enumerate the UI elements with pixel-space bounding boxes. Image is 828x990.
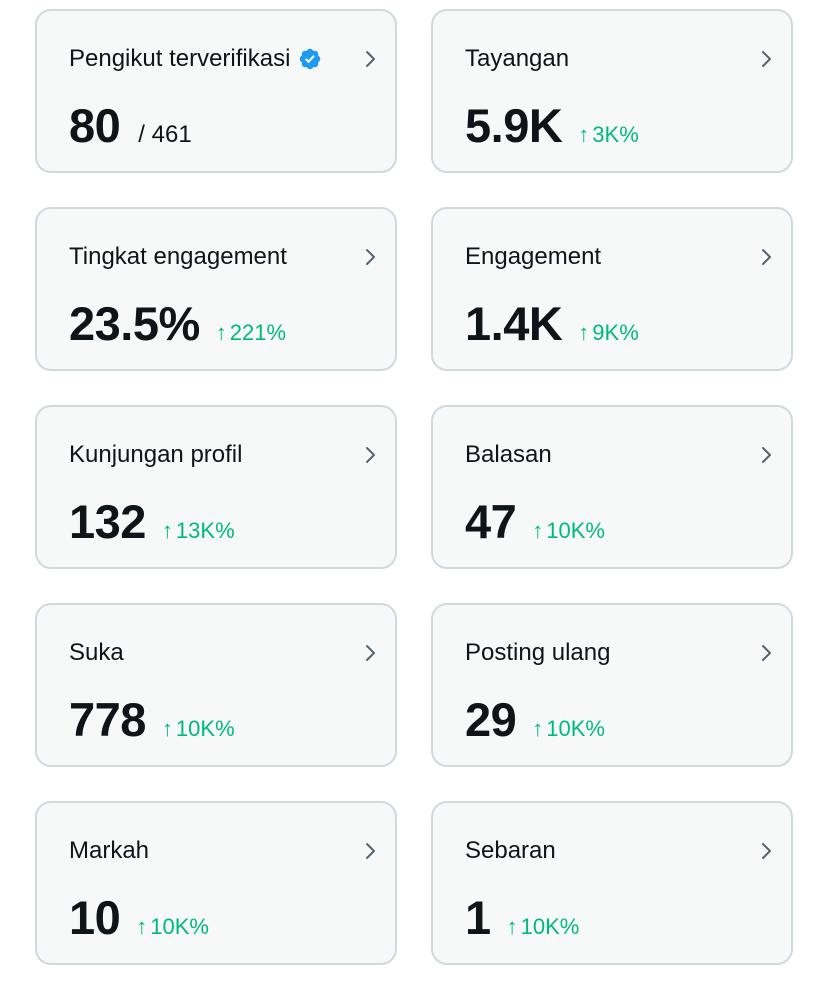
metric-value-row: 778 ↑ 10K% xyxy=(69,695,235,745)
metric-delta-value: 9K% xyxy=(592,320,639,345)
metric-label: Suka xyxy=(69,639,124,666)
arrow-up-icon: ↑ xyxy=(506,914,518,939)
chevron-right-icon xyxy=(366,447,375,463)
metrics-grid: Pengikut terverifikasi 80 / 461 Tayangan… xyxy=(35,9,793,965)
metric-delta: ↑ 13K% xyxy=(162,518,235,544)
arrow-up-icon: ↑ xyxy=(215,320,227,345)
metric-value: 80 xyxy=(69,99,121,152)
metric-value-row: 23.5% ↑ 221% xyxy=(69,299,286,349)
metric-value: 1.4K xyxy=(465,297,563,350)
metric-label: Pengikut terverifikasi xyxy=(69,45,291,72)
metric-label: Kunjungan profil xyxy=(69,441,243,468)
metric-label: Tingkat engagement xyxy=(69,243,287,270)
metric-card-likes[interactable]: Suka 778 ↑ 10K% xyxy=(35,603,397,767)
metric-value: 1 xyxy=(465,891,491,944)
metric-value: 10 xyxy=(69,891,121,944)
metric-label: Sebaran xyxy=(465,837,556,864)
metric-value-row: 80 / 461 xyxy=(69,101,192,151)
chevron-right-icon xyxy=(762,645,771,661)
verified-badge-icon xyxy=(300,48,321,70)
metric-value-row: 1 ↑ 10K% xyxy=(465,893,579,943)
metric-value-row: 29 ↑ 10K% xyxy=(465,695,605,745)
metric-value-row: 132 ↑ 13K% xyxy=(69,497,235,547)
chevron-right-icon xyxy=(366,249,375,265)
metric-card-reposts[interactable]: Posting ulang 29 ↑ 10K% xyxy=(431,603,793,767)
metric-delta-value: 10K% xyxy=(546,716,605,741)
metric-card-verified-followers[interactable]: Pengikut terverifikasi 80 / 461 xyxy=(35,9,397,173)
metric-label: Balasan xyxy=(465,441,552,468)
metric-delta-value: 10K% xyxy=(546,518,605,543)
metric-delta: ↑ 10K% xyxy=(162,716,235,742)
metric-delta: ↑ 10K% xyxy=(532,716,605,742)
chevron-right-icon xyxy=(762,51,771,67)
metric-delta: ↑ 10K% xyxy=(532,518,605,544)
metric-value-row: 5.9K ↑ 3K% xyxy=(465,101,639,151)
metric-label: Engagement xyxy=(465,243,602,270)
arrow-up-icon: ↑ xyxy=(161,716,173,741)
chevron-right-icon xyxy=(762,447,771,463)
arrow-up-icon: ↑ xyxy=(532,518,544,543)
metric-delta-value: 13K% xyxy=(175,518,235,543)
metric-label-container: Pengikut terverifikasi xyxy=(69,45,322,73)
metric-delta: ↑ 221% xyxy=(216,320,286,346)
chevron-right-icon xyxy=(762,843,771,859)
chevron-right-icon xyxy=(366,645,375,661)
metric-delta: ↑ 9K% xyxy=(578,320,638,346)
metric-label: Tayangan xyxy=(465,45,570,72)
metric-label: Markah xyxy=(69,837,150,864)
metric-delta-value: 10K% xyxy=(520,914,580,939)
arrow-up-icon: ↑ xyxy=(578,320,590,345)
metric-delta: ↑ 10K% xyxy=(507,914,580,940)
chevron-right-icon xyxy=(366,843,375,859)
metric-card-engagement[interactable]: Engagement 1.4K ↑ 9K% xyxy=(431,207,793,371)
arrow-up-icon: ↑ xyxy=(578,122,590,147)
metric-value-row: 10 ↑ 10K% xyxy=(69,893,209,943)
metric-value-row: 47 ↑ 10K% xyxy=(465,497,605,547)
metric-value: 23.5% xyxy=(69,297,200,350)
metric-total: / 461 xyxy=(138,121,192,148)
metric-value: 29 xyxy=(465,693,517,746)
arrow-up-icon: ↑ xyxy=(532,716,544,741)
metric-value: 778 xyxy=(69,693,146,746)
metric-card-engagement-rate[interactable]: Tingkat engagement 23.5% ↑ 221% xyxy=(35,207,397,371)
metric-value: 47 xyxy=(465,495,517,548)
metric-delta: ↑ 3K% xyxy=(578,122,638,148)
metric-delta-value: 3K% xyxy=(592,122,639,147)
metric-delta-value: 10K% xyxy=(175,716,235,741)
metric-card-profile-visits[interactable]: Kunjungan profil 132 ↑ 13K% xyxy=(35,405,397,569)
metric-card-shares[interactable]: Sebaran 1 ↑ 10K% xyxy=(431,801,793,965)
chevron-right-icon xyxy=(762,249,771,265)
metric-delta-value: 221% xyxy=(229,320,287,345)
metric-value: 132 xyxy=(69,495,146,548)
metric-card-views[interactable]: Tayangan 5.9K ↑ 3K% xyxy=(431,9,793,173)
metric-delta: ↑ 10K% xyxy=(136,914,209,940)
arrow-up-icon: ↑ xyxy=(136,914,148,939)
metric-label: Posting ulang xyxy=(465,639,611,666)
metric-card-bookmarks[interactable]: Markah 10 ↑ 10K% xyxy=(35,801,397,965)
chevron-right-icon xyxy=(366,51,375,67)
metric-delta-value: 10K% xyxy=(150,914,209,939)
metric-value: 5.9K xyxy=(465,99,563,152)
arrow-up-icon: ↑ xyxy=(161,518,173,543)
metric-card-replies[interactable]: Balasan 47 ↑ 10K% xyxy=(431,405,793,569)
metric-value-row: 1.4K ↑ 9K% xyxy=(465,299,639,349)
